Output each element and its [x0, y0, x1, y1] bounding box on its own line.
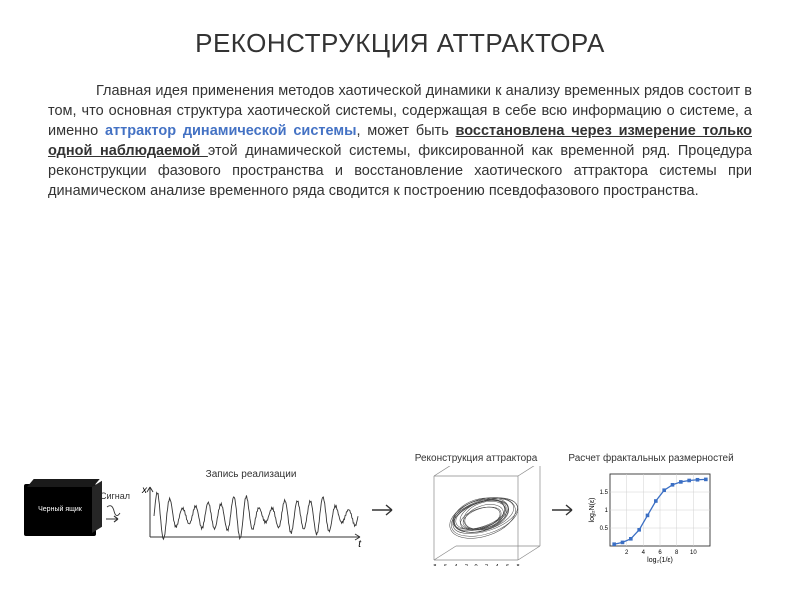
svg-text:0: 0: [475, 564, 478, 566]
svg-text:8: 8: [675, 550, 679, 556]
svg-text:2: 2: [625, 550, 629, 556]
svg-text:1.5: 1.5: [600, 490, 609, 496]
fractal-panel: Расчет фрактальных размерностей 2468100.…: [586, 453, 716, 566]
fractal-chart: 2 4 6 8 10 0.5 1 1.5 log₂N(ε) log₂(1/ε): [586, 466, 716, 566]
pipeline-diagram: Черный ящик Сигнал Запись реализации tx …: [24, 453, 776, 566]
blackbox-cube: Черный ящик: [24, 484, 96, 536]
page-title: РЕКОНСТРУКЦИЯ АТТРАКТОРА: [48, 28, 752, 59]
blackbox-panel: Черный ящик: [24, 484, 96, 536]
arrow-signal: Сигнал: [100, 491, 130, 529]
attractor-panel: Реконструкция аттрактора -8 -6 -4 -2 0 2 4 6 8: [406, 453, 546, 566]
attractor-title: Реконструкция аттрактора: [415, 453, 538, 464]
svg-text:6: 6: [658, 550, 662, 556]
blackbox-label: Черный ящик: [38, 506, 82, 513]
svg-text:-6: -6: [442, 564, 447, 566]
timeseries-chart: tx: [136, 481, 366, 551]
timeseries-title: Запись реализации: [206, 469, 297, 480]
svg-text:-2: -2: [463, 564, 468, 566]
svg-text:0.5: 0.5: [600, 526, 609, 532]
svg-text:-4: -4: [453, 564, 458, 566]
bold-attractor-term: аттрактор динамической системы: [105, 123, 357, 139]
svg-text:10: 10: [690, 550, 697, 556]
attractor-chart: -8 -6 -4 -2 0 2 4 6 8: [406, 466, 546, 566]
svg-text:2: 2: [485, 564, 488, 566]
svg-text:t: t: [358, 539, 362, 550]
svg-text:8: 8: [517, 564, 520, 566]
signal-arrow-icon: [106, 499, 124, 529]
svg-text:1: 1: [605, 508, 609, 514]
body-paragraph: Главная идея применения методов хаотичес…: [48, 81, 752, 201]
arrow-1: [372, 503, 400, 517]
fractal-title: Расчет фрактальных размерностей: [568, 453, 733, 464]
svg-text:log₂(1/ε): log₂(1/ε): [647, 557, 673, 564]
arrow-2: [552, 503, 580, 517]
text-run-2: , может быть: [356, 123, 455, 139]
arrow-right-icon: [372, 503, 400, 517]
svg-text:6: 6: [506, 564, 509, 566]
timeseries-panel: Запись реализации tx: [136, 469, 366, 551]
svg-text:log₂N(ε): log₂N(ε): [589, 498, 596, 523]
arrow-right-icon: [552, 503, 580, 517]
svg-text:4: 4: [496, 564, 499, 566]
svg-text:4: 4: [642, 550, 646, 556]
svg-text:x: x: [141, 485, 148, 496]
svg-text:-8: -8: [432, 564, 437, 566]
